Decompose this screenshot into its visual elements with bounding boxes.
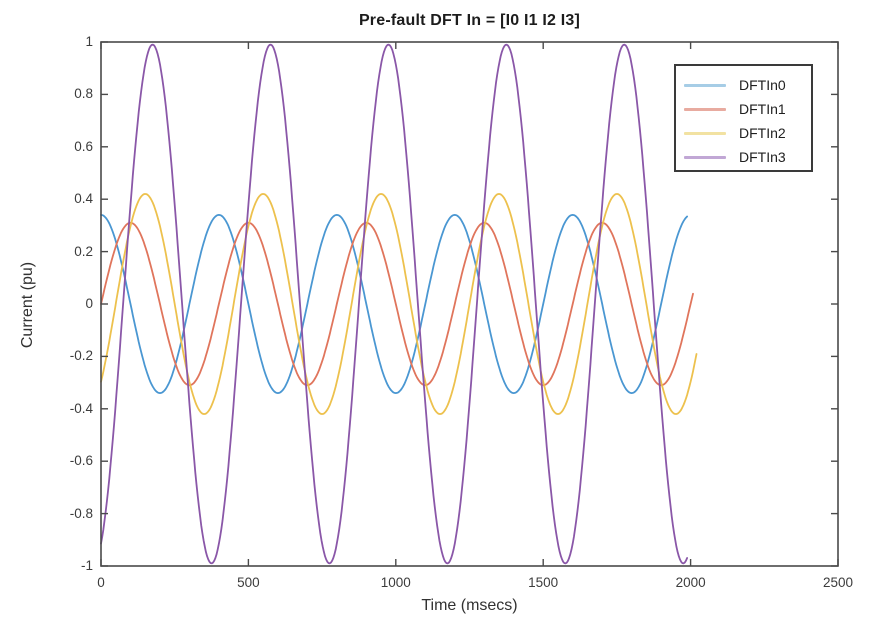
y-tick-label: 0.8	[74, 86, 93, 102]
legend-line-icon	[684, 155, 726, 159]
y-tick-label: -0.8	[69, 505, 93, 521]
y-tick-label: 0.4	[74, 191, 93, 207]
series-line-DFTIn2	[100, 193, 698, 415]
y-tick-label: -0.2	[69, 348, 93, 364]
series-line-DFTIn3	[100, 43, 688, 565]
x-tick-label: 0	[97, 575, 105, 590]
legend-entry-DFTIn1: DFTIn1	[676, 97, 811, 121]
legend-entry-DFTIn2: DFTIn2	[676, 121, 811, 145]
y-tick-label: 0.2	[74, 243, 93, 259]
legend-line-icon	[684, 83, 726, 87]
x-axis-label: Time (msecs)	[421, 597, 518, 614]
x-tick-label: 2000	[675, 575, 706, 590]
series-line-DFTIn1	[100, 221, 694, 387]
y-tick-label: -0.6	[69, 453, 93, 469]
legend-label: DFTIn2	[739, 125, 786, 141]
legend-label: DFTIn3	[739, 149, 786, 165]
legend-label: DFTIn1	[739, 101, 786, 117]
chart-title: Pre-fault DFT In = [I0 I1 I2 I3]	[358, 12, 581, 29]
legend-entry-DFTIn0: DFTIn0	[676, 73, 811, 97]
y-tick-label: 1	[85, 34, 93, 49]
y-tick-label: -1	[80, 558, 93, 573]
legend-label: DFTIn0	[739, 77, 786, 93]
x-tick-label: 1000	[380, 575, 411, 590]
x-tick-label: 1500	[528, 575, 559, 590]
y-tick-label: 0	[85, 296, 93, 311]
legend-box: DFTIn0 DFTIn1 DFTIn2 DFTIn3	[674, 64, 813, 172]
y-tick-label: 0.6	[74, 138, 93, 154]
series-line-DFTIn0	[100, 213, 688, 395]
y-tick-label: -0.4	[69, 400, 93, 416]
legend-line-icon	[684, 107, 726, 111]
y-axis-label: Current (pu)	[19, 261, 36, 349]
legend-entry-DFTIn3: DFTIn3	[676, 145, 811, 169]
x-tick-label: 500	[237, 575, 260, 590]
legend-line-icon	[684, 131, 726, 135]
x-tick-label: 2500	[822, 575, 854, 590]
